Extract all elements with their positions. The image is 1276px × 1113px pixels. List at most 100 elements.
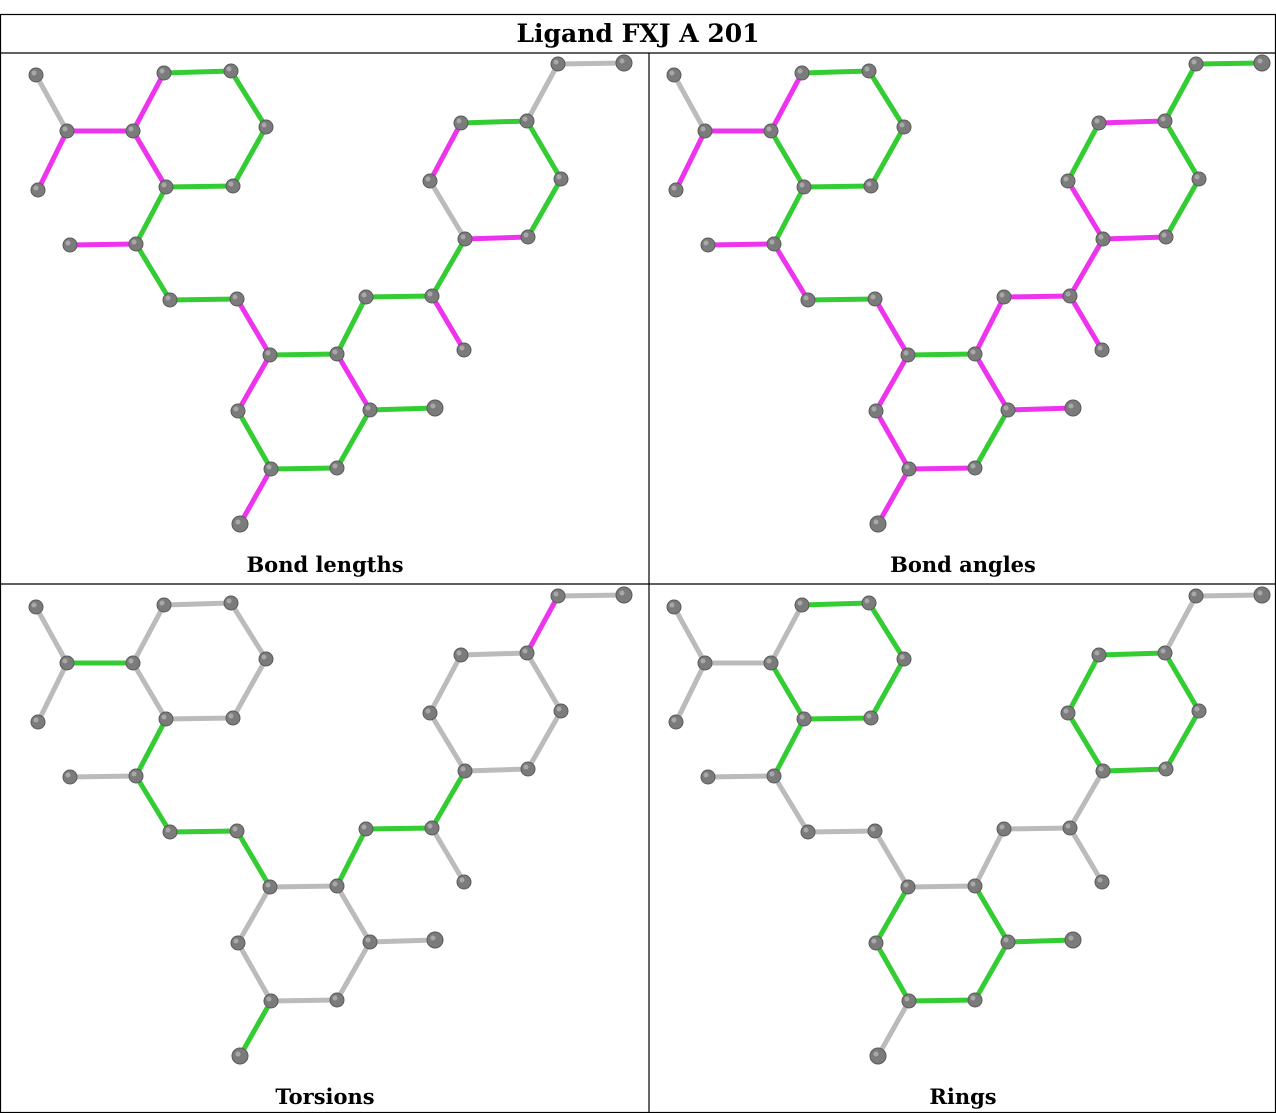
atom bbox=[666, 599, 682, 615]
atom-highlight bbox=[873, 519, 879, 525]
bond-neutral bbox=[427, 178, 468, 242]
bond-ok bbox=[873, 940, 912, 1004]
atom-highlight bbox=[459, 345, 465, 351]
bond-neutral bbox=[161, 600, 234, 608]
atom bbox=[329, 992, 345, 1008]
bond-neutral bbox=[872, 828, 911, 890]
atom-highlight bbox=[1097, 345, 1103, 351]
atom-highlight bbox=[1161, 764, 1167, 770]
bond-ok bbox=[334, 407, 373, 471]
atom bbox=[996, 289, 1012, 305]
bond-ok bbox=[1193, 60, 1265, 67]
atom-highlight bbox=[1257, 590, 1263, 596]
bond-neutral bbox=[1001, 825, 1073, 832]
atom bbox=[230, 403, 246, 419]
atom-highlight bbox=[671, 717, 677, 723]
bond-outlier bbox=[67, 241, 139, 248]
atom bbox=[128, 236, 144, 252]
atom-highlight bbox=[669, 602, 675, 608]
atom bbox=[1157, 645, 1173, 661]
atom bbox=[225, 710, 241, 726]
atom-highlight bbox=[970, 995, 976, 1001]
atom-highlight bbox=[870, 826, 876, 832]
bond-ok bbox=[768, 660, 807, 722]
bond-ok bbox=[873, 884, 911, 946]
bond-neutral bbox=[768, 602, 805, 666]
atom bbox=[62, 237, 78, 253]
panel-rings bbox=[666, 586, 1271, 1065]
atom-highlight bbox=[873, 1051, 879, 1057]
bond-outlier bbox=[234, 296, 273, 358]
atom bbox=[362, 402, 378, 418]
bond-outlier bbox=[462, 234, 531, 242]
atom bbox=[1158, 761, 1174, 777]
bond-neutral bbox=[130, 602, 167, 666]
bond-ok bbox=[429, 236, 468, 299]
atom bbox=[1064, 931, 1082, 949]
atom-highlight bbox=[899, 122, 905, 128]
bond-ok bbox=[363, 825, 435, 832]
bond-ok bbox=[799, 68, 872, 76]
atom-highlight bbox=[159, 600, 165, 606]
bond-ok bbox=[801, 183, 874, 190]
bond-ok bbox=[334, 294, 369, 357]
atom bbox=[867, 823, 883, 839]
atom bbox=[796, 711, 812, 727]
atom bbox=[59, 123, 75, 139]
atom bbox=[1157, 113, 1173, 129]
panel-torsions bbox=[28, 586, 633, 1065]
atom bbox=[766, 768, 782, 784]
atom bbox=[426, 399, 444, 417]
bond-ok bbox=[1162, 118, 1202, 182]
atom bbox=[156, 597, 172, 613]
atom bbox=[230, 935, 246, 951]
atom bbox=[426, 931, 444, 949]
atom-highlight bbox=[128, 658, 134, 664]
bond-ok bbox=[1005, 937, 1076, 945]
atom-highlight bbox=[703, 772, 709, 778]
atom bbox=[329, 878, 345, 894]
atom-highlight bbox=[65, 240, 71, 246]
bond-outlier bbox=[872, 296, 911, 358]
bond-outlier bbox=[130, 70, 167, 134]
bond-outlier bbox=[1001, 293, 1073, 300]
bond-outlier bbox=[130, 128, 169, 190]
atom-highlight bbox=[128, 126, 134, 132]
atom bbox=[553, 703, 569, 719]
bond-neutral bbox=[671, 72, 708, 134]
atom-highlight bbox=[903, 350, 909, 356]
caption-rings: Rings bbox=[929, 1084, 996, 1109]
atom-highlight bbox=[904, 996, 910, 1002]
atom-highlight bbox=[361, 292, 367, 298]
atom-highlight bbox=[266, 464, 272, 470]
atom-highlight bbox=[62, 126, 68, 132]
atom-highlight bbox=[619, 590, 625, 596]
atom-highlight bbox=[1194, 174, 1200, 180]
bond-neutral bbox=[163, 715, 236, 722]
atom bbox=[158, 711, 174, 727]
bond-ok bbox=[363, 293, 435, 300]
bond-ok bbox=[133, 184, 169, 247]
caption-torsions: Torsions bbox=[275, 1084, 374, 1109]
atom bbox=[158, 179, 174, 195]
atom-highlight bbox=[803, 827, 809, 833]
atom-highlight bbox=[871, 938, 877, 944]
atom-highlight bbox=[456, 118, 462, 124]
bond-ok bbox=[866, 68, 907, 130]
bond-outlier bbox=[972, 351, 1011, 413]
atom-highlight bbox=[332, 881, 338, 887]
atom-highlight bbox=[233, 938, 239, 944]
atom-highlight bbox=[866, 181, 872, 187]
atom bbox=[358, 289, 374, 305]
atom-highlight bbox=[903, 882, 909, 888]
atom-highlight bbox=[228, 713, 234, 719]
atom-highlight bbox=[332, 995, 338, 1001]
atom bbox=[863, 710, 879, 726]
atom bbox=[456, 874, 472, 890]
bond-neutral bbox=[1067, 825, 1105, 885]
atom bbox=[697, 655, 713, 671]
atom bbox=[1095, 763, 1111, 779]
atom-highlight bbox=[703, 240, 709, 246]
atom bbox=[258, 651, 274, 667]
bond-ok bbox=[167, 828, 240, 835]
